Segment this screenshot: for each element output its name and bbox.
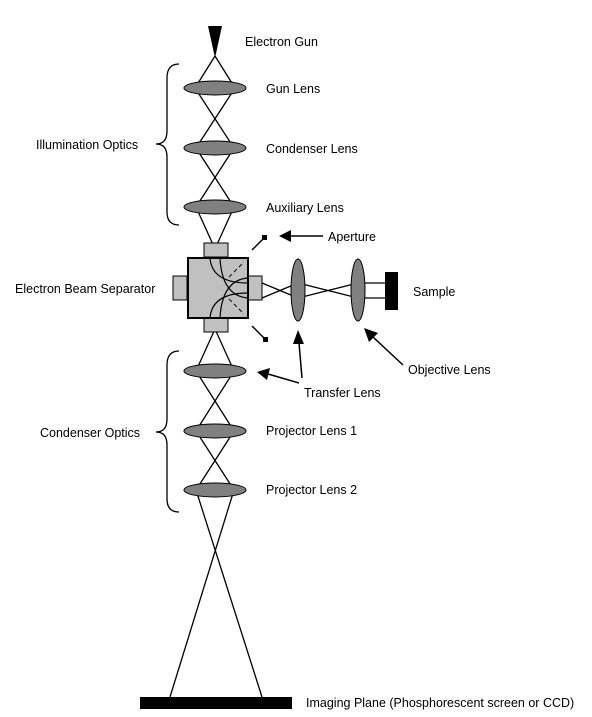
- objective-lens-label: Objective Lens: [408, 363, 491, 377]
- callout-arrows: [257, 230, 404, 384]
- lower-beam-rays: [169, 317, 263, 698]
- objective-lens: [350, 258, 366, 322]
- transfer-lens-vertical: [183, 363, 247, 379]
- auxiliary-lens: [183, 199, 247, 215]
- sample-block: [385, 272, 398, 310]
- condenser-optics-label: Condenser Optics: [40, 426, 140, 440]
- projector-lens-2-label: Projector Lens 2: [266, 483, 357, 497]
- projector-lens-1-label: Projector Lens 1: [266, 424, 357, 438]
- condenser-lens-label: Condenser Lens: [266, 142, 358, 156]
- electron-gun-icon: [208, 26, 222, 58]
- imaging-plane-screen: [140, 697, 292, 709]
- transfer-lens-horizontal: [290, 258, 306, 322]
- auxiliary-lens-label: Auxiliary Lens: [266, 201, 344, 215]
- transfer-lens-label: Transfer Lens: [304, 386, 381, 400]
- imaging-plane-label: Imaging Plane (Phosphorescent screen or …: [306, 696, 574, 710]
- condenser-optics-brace: [155, 350, 180, 513]
- illumination-optics-brace: [155, 63, 180, 226]
- projector-lens-1: [183, 423, 247, 439]
- condenser-lens: [183, 140, 247, 156]
- aperture-label: Aperture: [328, 230, 376, 244]
- electron-beam-separator: [172, 242, 263, 333]
- horizontal-beam-rays: [261, 282, 385, 299]
- gun-lens: [183, 80, 247, 96]
- gun-lens-label: Gun Lens: [266, 82, 320, 96]
- electron-gun-label: Electron Gun: [245, 35, 318, 49]
- sample-label: Sample: [413, 285, 455, 299]
- electron-beam-separator-label: Electron Beam Separator: [15, 282, 155, 296]
- aperture-marks: [251, 235, 268, 342]
- projector-lens-2: [183, 482, 247, 498]
- illumination-optics-label: Illumination Optics: [36, 138, 138, 152]
- upper-beam-rays: [194, 55, 236, 261]
